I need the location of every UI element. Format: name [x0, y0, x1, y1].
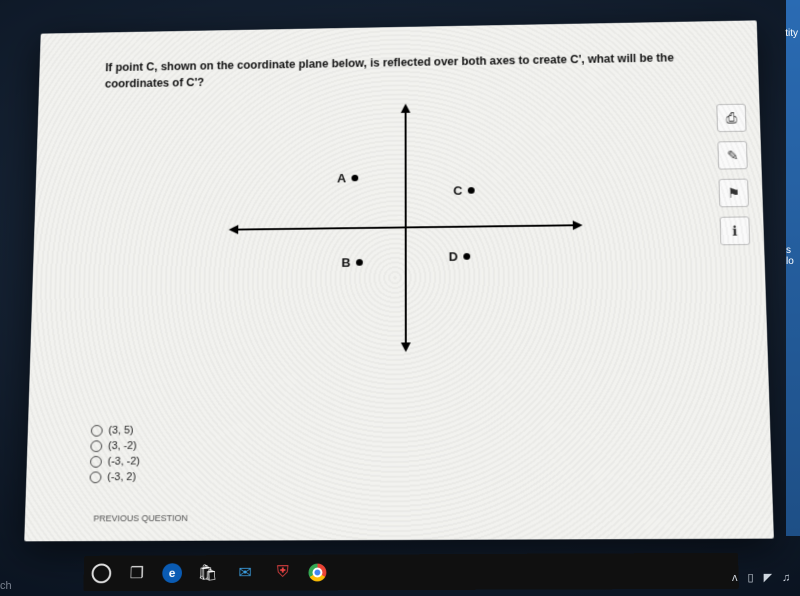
radio-icon — [89, 471, 101, 483]
info-button[interactable]: ℹ — [720, 216, 751, 245]
security-icon[interactable]: ⛨ — [271, 561, 295, 585]
choice-0[interactable]: (3, 5) — [91, 425, 141, 437]
task-view-icon[interactable]: ❐ — [125, 561, 149, 585]
info-icon: ℹ — [732, 223, 738, 239]
cortana-icon[interactable] — [91, 564, 111, 584]
tray-chevron-icon[interactable]: ʌ — [732, 572, 738, 584]
point-a-dot — [352, 175, 359, 182]
radio-icon — [90, 440, 102, 452]
print-button[interactable]: ⎙ — [716, 104, 746, 132]
coordinate-plane: A C B D — [229, 103, 583, 352]
tray-volume-icon[interactable]: ♫ — [782, 572, 790, 584]
side-toolbar: ⎙ ✎ ⚑ ℹ — [716, 104, 748, 246]
choice-2[interactable]: (-3, -2) — [90, 456, 140, 468]
choice-3[interactable]: (-3, 2) — [89, 471, 139, 483]
point-c-dot — [468, 187, 475, 194]
mail-icon[interactable]: ✉ — [233, 561, 257, 585]
highlight-button[interactable]: ✎ — [717, 141, 747, 170]
radio-icon — [90, 456, 102, 468]
point-b-dot — [356, 259, 363, 266]
monitor-screen: If point C, shown on the coordinate plan… — [0, 0, 800, 596]
choice-1[interactable]: (3, -2) — [90, 440, 140, 452]
point-d-dot — [464, 253, 471, 260]
question-line-2: coordinates of C'? — [105, 76, 204, 90]
answer-choices: (3, 5) (3, -2) (-3, -2) (-3, 2) — [89, 421, 140, 487]
sliver-text-2: s lo — [786, 245, 798, 267]
point-d-label: D — [449, 249, 458, 263]
tray-wifi-icon[interactable]: ◤ — [763, 571, 771, 584]
question-text: If point C, shown on the coordinate plan… — [105, 49, 700, 92]
point-c: C — [453, 183, 475, 197]
right-window-sliver: tity s lo — [786, 0, 800, 536]
choice-1-label: (3, -2) — [108, 440, 137, 452]
point-b: B — [341, 255, 363, 269]
choice-0-label: (3, 5) — [108, 425, 133, 437]
sliver-text-1: tity — [785, 28, 798, 39]
point-d: D — [449, 249, 471, 263]
flag-button[interactable]: ⚑ — [718, 179, 749, 208]
choice-3-label: (-3, 2) — [107, 471, 136, 483]
point-c-label: C — [453, 184, 462, 198]
previous-question-link[interactable]: PREVIOUS QUESTION — [93, 513, 188, 523]
tray-battery-icon[interactable]: ▯ — [747, 571, 753, 584]
store-icon[interactable]: 🛍 — [196, 561, 220, 585]
point-a: A — [337, 171, 359, 185]
y-axis — [405, 105, 407, 350]
radio-icon — [91, 425, 103, 437]
point-b-label: B — [341, 255, 350, 269]
corner-label: ch — [0, 580, 12, 592]
browser-content-area: If point C, shown on the coordinate plan… — [24, 20, 774, 541]
system-tray: ʌ ▯ ◤ ♫ — [732, 571, 790, 584]
flag-icon: ⚑ — [727, 185, 740, 201]
print-icon: ⎙ — [726, 110, 737, 126]
choice-2-label: (-3, -2) — [107, 456, 140, 468]
point-a-label: A — [337, 171, 346, 185]
windows-taskbar: ❐ e 🛍 ✉ ⛨ — [83, 553, 739, 591]
chrome-icon[interactable] — [308, 564, 326, 582]
pencil-icon: ✎ — [727, 147, 739, 163]
edge-icon[interactable]: e — [162, 563, 182, 583]
question-line-1: If point C, shown on the coordinate plan… — [105, 51, 674, 74]
